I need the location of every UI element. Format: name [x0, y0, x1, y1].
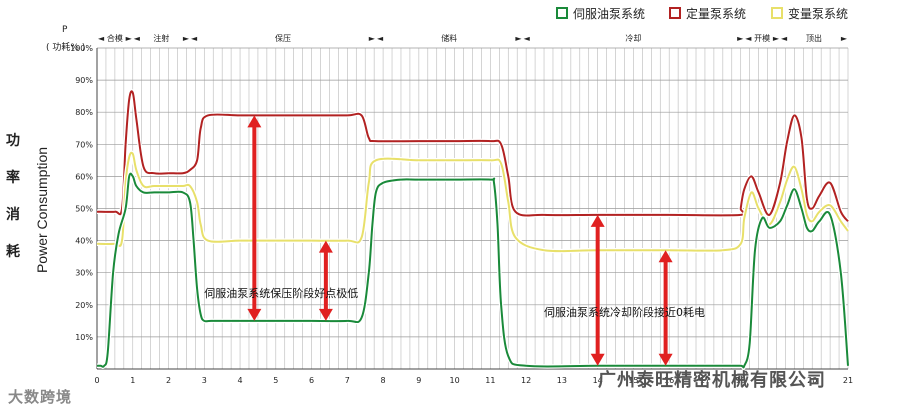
y-unit-symbol: P: [62, 25, 68, 35]
phase-label: 储料: [441, 33, 457, 43]
phase-marker: ◄: [98, 34, 105, 43]
x-tick-label: 7: [345, 376, 350, 385]
phase-marker: ►: [773, 34, 780, 43]
legend-swatch-fixed: [669, 7, 681, 19]
y-unit-label: ( 功耗% ): [46, 43, 86, 53]
y-title-cn-3: 消: [6, 207, 20, 223]
x-tick-label: 8: [381, 376, 386, 385]
annotation-holding: 伺服油泵系统保压阶段好点极低: [204, 286, 358, 300]
phase-marker: ◄: [134, 34, 141, 43]
x-tick-label: 10: [450, 376, 460, 385]
x-tick-label: 2: [166, 376, 171, 385]
x-tick-label: 19: [771, 376, 781, 385]
arrow-head: [318, 308, 333, 321]
phase-marker: ►: [515, 34, 522, 43]
phase-marker: ◄: [781, 34, 788, 43]
phase-marker: ►: [126, 34, 133, 43]
watermark-right: 广州泰旺精密机械有限公司: [598, 370, 826, 391]
series-line: [96, 151, 849, 253]
phase-label: 合模: [107, 33, 123, 43]
y-tick-label: 30%: [75, 269, 93, 278]
arrow-head: [590, 353, 605, 366]
x-tick-label: 17: [700, 376, 710, 385]
phase-marker: ►: [841, 34, 848, 43]
y-tick-label: 20%: [75, 301, 93, 310]
phase-label: 顶出: [806, 33, 822, 43]
phase-marker: ◄: [191, 34, 198, 43]
y-tick-label: 90%: [75, 76, 93, 85]
x-tick-label: 16: [664, 376, 674, 385]
y-tick-label: 80%: [75, 108, 93, 117]
x-tick-label: 4: [238, 376, 243, 385]
legend-label-servo: 伺服油泵系统: [573, 6, 646, 21]
x-tick-label: 6: [309, 376, 314, 385]
y-title-cn-4: 耗: [6, 244, 20, 260]
phase-label: 注射: [153, 33, 169, 43]
x-tick-label: 11: [485, 376, 495, 385]
x-tick-label: 14: [593, 376, 603, 385]
x-tick-label: 13: [557, 376, 567, 385]
y-tick-label: 10%: [75, 333, 93, 342]
phase-label: 开模: [754, 33, 770, 43]
x-tick-label: 21: [843, 376, 853, 385]
annotation-cooling: 伺服油泵系统冷却阶段接近0耗电: [544, 305, 705, 319]
phase-marker: ►: [183, 34, 190, 43]
y-tick-label: 100%: [70, 44, 93, 53]
legend-swatch-servo: [556, 7, 568, 19]
arrow-head: [318, 240, 333, 253]
legend-variable: 变量泵系统: [771, 4, 848, 22]
x-tick-label: 9: [416, 376, 421, 385]
legend-servo: 伺服油泵系统: [556, 4, 645, 22]
x-tick-label: 5: [273, 376, 278, 385]
x-tick-label: 18: [736, 376, 746, 385]
x-tick-label: 1: [130, 376, 135, 385]
legend-label-fixed: 定量泵系统: [686, 6, 747, 21]
x-tick-label: 15: [628, 376, 638, 385]
legend-label-variable: 变量泵系统: [788, 6, 849, 21]
phase-marker: ◄: [524, 34, 531, 43]
legend-swatch-variable: [771, 7, 783, 19]
x-tick-label: 20: [807, 376, 817, 385]
phase-marker: ◄: [745, 34, 752, 43]
phase-marker: ◄: [377, 34, 384, 43]
y-title-cn-2: 率: [6, 170, 20, 186]
x-tick-label: 3: [202, 376, 207, 385]
y-tick-label: 40%: [75, 237, 93, 246]
y-tick-label: 50%: [75, 205, 93, 214]
arrow-head: [247, 308, 262, 321]
series-line: [96, 90, 849, 222]
legend-fixed: 定量泵系统: [669, 4, 746, 22]
watermark-left: 大数跨境: [8, 388, 73, 406]
arrow-head: [590, 214, 605, 227]
phase-marker: ►: [737, 34, 744, 43]
arrow-head: [247, 115, 262, 128]
phase-marker: ►: [369, 34, 376, 43]
y-tick-label: 70%: [75, 140, 93, 149]
x-tick-label: 12: [521, 376, 531, 385]
arrow-head: [658, 353, 673, 366]
y-title-cn-1: 功: [6, 133, 20, 149]
phase-label: 冷却: [625, 33, 641, 43]
phase-label: 保压: [275, 33, 291, 43]
arrow-head: [658, 250, 673, 263]
series-line: [97, 172, 849, 369]
x-tick-label: 0: [94, 376, 99, 385]
y-tick-label: 60%: [75, 172, 93, 181]
